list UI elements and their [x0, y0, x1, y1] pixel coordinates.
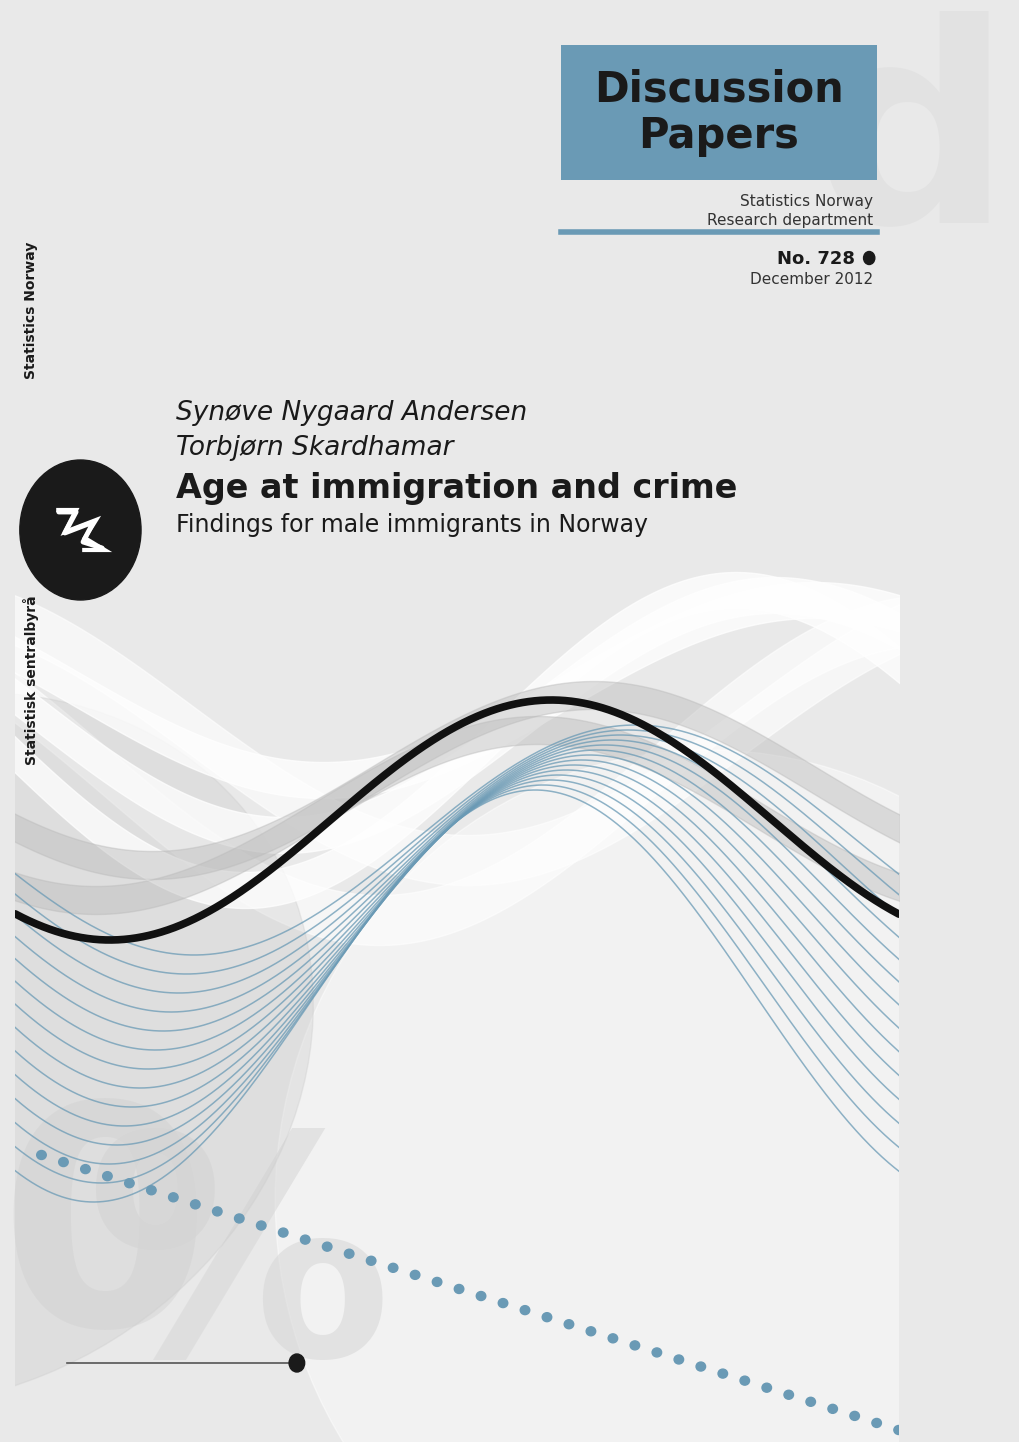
- Circle shape: [19, 460, 141, 600]
- Text: Synøve Nygaard Andersen: Synøve Nygaard Andersen: [175, 399, 527, 425]
- Ellipse shape: [893, 1426, 903, 1435]
- Ellipse shape: [344, 1249, 354, 1259]
- Ellipse shape: [432, 1278, 441, 1286]
- Ellipse shape: [630, 1341, 639, 1350]
- Ellipse shape: [191, 1200, 200, 1208]
- Ellipse shape: [586, 1327, 595, 1335]
- Text: Research department: Research department: [706, 213, 872, 228]
- Ellipse shape: [805, 1397, 814, 1406]
- Ellipse shape: [256, 1221, 266, 1230]
- Text: Statistics Norway: Statistics Norway: [739, 195, 872, 209]
- Text: December 2012: December 2012: [749, 273, 872, 287]
- Ellipse shape: [497, 1299, 507, 1308]
- Ellipse shape: [388, 1263, 397, 1272]
- Bar: [560, 45, 876, 180]
- Ellipse shape: [37, 1151, 46, 1159]
- Ellipse shape: [278, 1229, 287, 1237]
- Text: Age at immigration and crime: Age at immigration and crime: [175, 472, 737, 505]
- Ellipse shape: [453, 1285, 464, 1293]
- Text: Discussion
Papers: Discussion Papers: [593, 68, 843, 157]
- Ellipse shape: [761, 1383, 770, 1392]
- Ellipse shape: [849, 1412, 859, 1420]
- Ellipse shape: [695, 1363, 705, 1371]
- Text: %: %: [85, 1123, 390, 1420]
- Text: Findings for male immigrants in Norway: Findings for male immigrants in Norway: [175, 513, 647, 536]
- Text: d: d: [811, 10, 1010, 280]
- Ellipse shape: [827, 1405, 837, 1413]
- Text: Torbjørn Skardhamar: Torbjørn Skardhamar: [175, 435, 452, 461]
- Text: 0: 0: [0, 1093, 211, 1390]
- Circle shape: [288, 1354, 305, 1371]
- Ellipse shape: [234, 1214, 244, 1223]
- Ellipse shape: [147, 1185, 156, 1195]
- Ellipse shape: [542, 1312, 551, 1322]
- Ellipse shape: [410, 1270, 420, 1279]
- Ellipse shape: [124, 1178, 135, 1188]
- Ellipse shape: [301, 1236, 310, 1244]
- Ellipse shape: [784, 1390, 793, 1399]
- Ellipse shape: [476, 1292, 485, 1301]
- Text: Statistisk sentralbyrå: Statistisk sentralbyrå: [23, 596, 39, 764]
- Ellipse shape: [871, 1419, 880, 1428]
- Text: Statistics Norway: Statistics Norway: [24, 241, 38, 379]
- Ellipse shape: [366, 1256, 376, 1265]
- Ellipse shape: [212, 1207, 222, 1216]
- Ellipse shape: [651, 1348, 661, 1357]
- Text: No. 728: No. 728: [776, 249, 855, 268]
- Ellipse shape: [717, 1368, 727, 1379]
- Ellipse shape: [81, 1165, 90, 1174]
- Ellipse shape: [520, 1305, 529, 1315]
- Ellipse shape: [322, 1242, 331, 1252]
- Ellipse shape: [168, 1193, 178, 1201]
- Circle shape: [863, 251, 874, 264]
- Ellipse shape: [740, 1376, 749, 1386]
- Ellipse shape: [0, 692, 313, 1407]
- Ellipse shape: [103, 1172, 112, 1181]
- Ellipse shape: [674, 1355, 683, 1364]
- Ellipse shape: [275, 750, 1019, 1442]
- Ellipse shape: [59, 1158, 68, 1167]
- Ellipse shape: [607, 1334, 618, 1343]
- Ellipse shape: [564, 1319, 573, 1328]
